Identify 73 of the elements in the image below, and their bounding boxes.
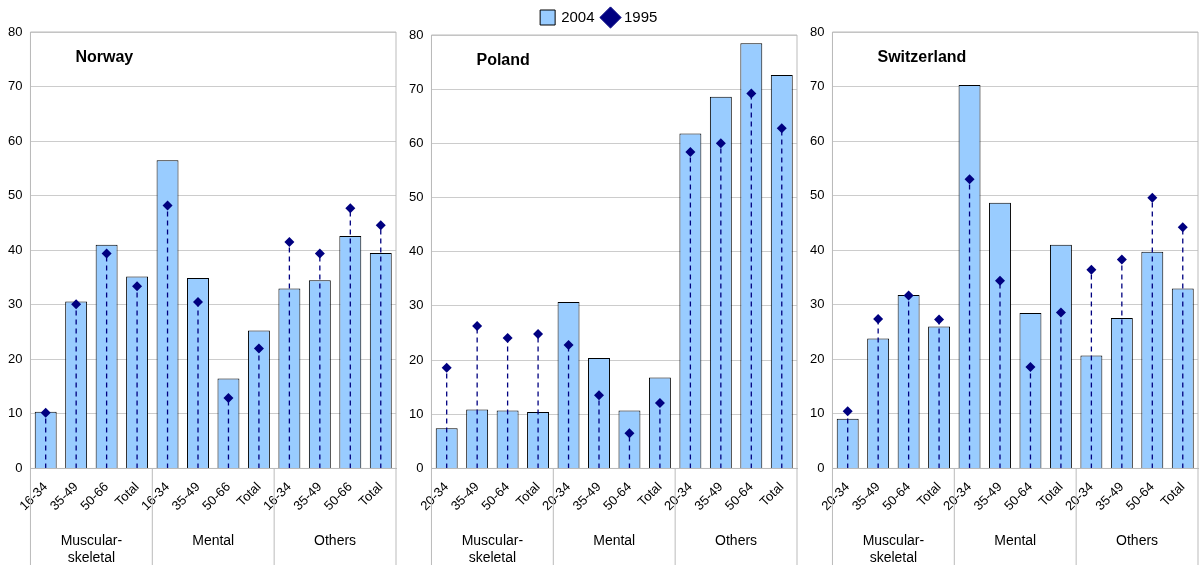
legend-label: 1995 [624, 7, 658, 25]
point [375, 220, 386, 231]
y-tick-label: 60 [809, 132, 825, 148]
point [1116, 254, 1127, 265]
text: Norway [75, 48, 134, 66]
text: Mental [994, 532, 1037, 548]
text: Muscular-skeletal [60, 532, 123, 565]
point [472, 320, 483, 331]
y-tick-label: 10 [7, 405, 23, 421]
point [594, 390, 604, 401]
y-tick-label: 0 [817, 460, 825, 476]
point [1025, 361, 1036, 372]
y-tick-label: 50 [809, 187, 825, 203]
point [995, 275, 1005, 286]
point [563, 339, 574, 350]
point [71, 299, 82, 310]
y-tick-label: 20 [7, 350, 23, 366]
text: Others [715, 532, 758, 548]
text: Mental [192, 532, 235, 548]
y-tick-label: 70 [7, 78, 23, 94]
y-tick-label: 50 [7, 187, 23, 203]
point [40, 407, 51, 418]
y-tick-label: 50 [408, 189, 424, 205]
point [1147, 192, 1158, 203]
y-tick-label: 10 [809, 405, 825, 421]
y-tick-label: 60 [7, 132, 23, 148]
y-tick-label: 80 [809, 23, 825, 39]
y-tick-label: 20 [809, 350, 825, 366]
point [1086, 264, 1097, 275]
text: Switzerland [877, 48, 967, 66]
point [441, 362, 452, 373]
y-tick-label: 60 [408, 134, 424, 150]
point [223, 393, 234, 404]
y-tick-label: 10 [408, 405, 424, 421]
point [345, 203, 356, 214]
point [715, 138, 726, 149]
y-tick-label: 80 [7, 23, 23, 39]
text: Poland [476, 51, 530, 69]
point [842, 406, 853, 417]
point [284, 237, 295, 248]
point [776, 123, 787, 134]
point [654, 397, 665, 408]
y-tick-label: 70 [408, 80, 424, 96]
point [162, 200, 173, 211]
point [746, 88, 757, 99]
y-tick-label: 40 [7, 241, 23, 257]
point [903, 290, 914, 301]
point [101, 248, 112, 259]
point [873, 313, 884, 324]
text: Muscular-skeletal [862, 532, 925, 565]
text: Muscular-skeletal [461, 532, 524, 565]
point [502, 332, 513, 343]
legend-label: 2004 [561, 7, 595, 25]
y-tick-label: 0 [416, 460, 424, 476]
y-tick-label: 30 [809, 296, 825, 312]
point [685, 147, 696, 158]
y-tick-label: 70 [809, 78, 825, 94]
point [1177, 222, 1188, 233]
y-tick-label: 30 [7, 296, 23, 312]
y-tick-label: 20 [408, 351, 424, 367]
point [624, 428, 635, 439]
text: Others [1116, 532, 1159, 548]
point [964, 174, 975, 185]
point [533, 329, 544, 340]
text: Others [314, 532, 357, 548]
y-tick-label: 30 [408, 297, 424, 313]
point [132, 281, 143, 292]
y-tick-label: 40 [408, 243, 424, 259]
y-tick-label: 0 [15, 460, 23, 476]
text: Mental [593, 532, 636, 548]
y-tick-label: 40 [809, 241, 825, 257]
point [314, 248, 325, 259]
y-tick-label: 80 [408, 26, 424, 42]
